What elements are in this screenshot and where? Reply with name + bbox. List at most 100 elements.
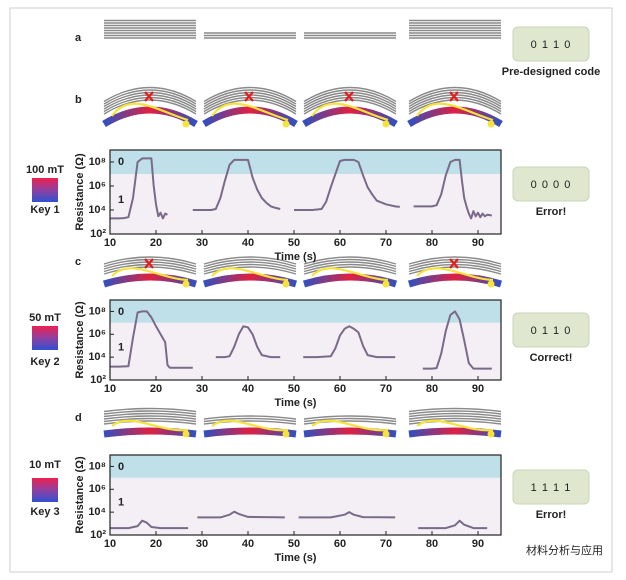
y-tick-label: 10⁸ (89, 156, 106, 168)
key-name: Key 3 (30, 506, 59, 518)
device-wire (311, 419, 389, 432)
device-cross (144, 258, 154, 269)
device-fibers (203, 261, 297, 270)
code-caption: Error! (536, 206, 567, 218)
x-tick-label: 50 (288, 237, 300, 249)
device-cross (344, 91, 354, 102)
x-tick-label: 80 (426, 538, 438, 550)
x-tick-label: 10 (104, 237, 116, 249)
y-tick-label: 10² (90, 529, 106, 541)
device-fibers (303, 261, 397, 270)
x-axis-title: Time (s) (275, 251, 317, 263)
key-name: Key 1 (30, 204, 59, 216)
y-tick-label: 10⁶ (89, 180, 106, 192)
plot-frame (109, 454, 502, 536)
key-field: 100 mT (26, 164, 64, 176)
x-axis-title: Time (s) (275, 552, 317, 564)
plot-frame (109, 149, 502, 235)
code: 1 1 1 1 (531, 482, 572, 494)
device-fibers (103, 407, 197, 413)
device-fibers (203, 99, 297, 115)
code-caption: Pre-designed code (502, 66, 600, 78)
y-tick-label: 10⁸ (89, 460, 106, 472)
code: 0 1 1 0 (531, 325, 572, 337)
panel-label: a (75, 32, 82, 44)
code-caption: Error! (536, 509, 567, 521)
device-fibers (303, 266, 397, 275)
state-1-band (110, 174, 501, 234)
state-1-band (110, 322, 501, 380)
device-wire (211, 267, 289, 282)
resistance-line (215, 325, 281, 359)
device-wire (211, 102, 289, 122)
device-fibers (203, 415, 297, 420)
x-tick-label: 50 (288, 383, 300, 395)
code: 0 1 1 0 (531, 39, 572, 51)
resistance-line (197, 510, 285, 519)
code-box (512, 469, 590, 505)
key-field: 10 mT (29, 459, 61, 471)
resistance-line (298, 511, 396, 519)
device-fibers (203, 263, 297, 273)
resistance-line (294, 158, 400, 211)
state-label: 1 (118, 496, 124, 508)
device-fibers (408, 99, 502, 115)
device-fibers (103, 412, 197, 418)
resistance-line (110, 519, 189, 530)
device-fibers (408, 89, 502, 105)
x-tick-label: 30 (196, 237, 208, 249)
electron (182, 280, 190, 288)
state-1-band (110, 477, 501, 535)
device-fibers (408, 258, 502, 268)
device-wire (416, 102, 494, 122)
y-axis-title: Resistance (Ω) (74, 301, 86, 379)
x-tick-label: 80 (426, 383, 438, 395)
device-fibers (408, 410, 502, 415)
resistance-line (418, 519, 488, 530)
electron (487, 120, 495, 128)
electron (382, 430, 390, 438)
device-fibers (303, 258, 397, 268)
x-tick-label: 90 (472, 383, 484, 395)
device-fibers (303, 420, 397, 425)
electron (487, 280, 495, 288)
device-fibers (303, 256, 397, 265)
y-axis-title: Resistance (Ω) (74, 153, 86, 231)
electron (182, 120, 190, 128)
state-0-band (110, 300, 501, 323)
panel-label: c (75, 256, 81, 268)
y-axis-title: Resistance (Ω) (74, 456, 86, 534)
electron (282, 430, 290, 438)
electron (282, 280, 290, 288)
y-tick-label: 10⁶ (89, 328, 106, 340)
code-box (512, 26, 590, 62)
resistance-line (303, 325, 396, 359)
device-wire (311, 267, 389, 282)
electron (382, 120, 390, 128)
resistance-line (192, 158, 281, 211)
panel-label: d (75, 412, 82, 424)
figure-border (9, 7, 613, 573)
x-tick-label: 50 (288, 538, 300, 550)
y-tick-label: 10² (90, 374, 106, 386)
device-substrate (303, 427, 397, 438)
device-cross (244, 91, 254, 102)
device-fibers (203, 256, 297, 265)
code-box (512, 312, 590, 348)
x-tick-label: 20 (150, 383, 162, 395)
device-wire (111, 419, 189, 432)
y-tick-label: 10⁴ (88, 204, 106, 216)
device-fibers (303, 86, 397, 103)
device-wire (111, 267, 189, 282)
device-wire (416, 419, 494, 432)
x-tick-label: 70 (380, 237, 392, 249)
device-fibers (303, 415, 397, 420)
key-magnet (32, 178, 58, 202)
y-tick-label: 10⁴ (88, 351, 106, 363)
x-tick-label: 70 (380, 383, 392, 395)
key-magnet (32, 326, 58, 350)
y-tick-label: 10⁸ (89, 305, 106, 317)
plot-frame (109, 299, 502, 381)
device-fibers (103, 417, 197, 423)
